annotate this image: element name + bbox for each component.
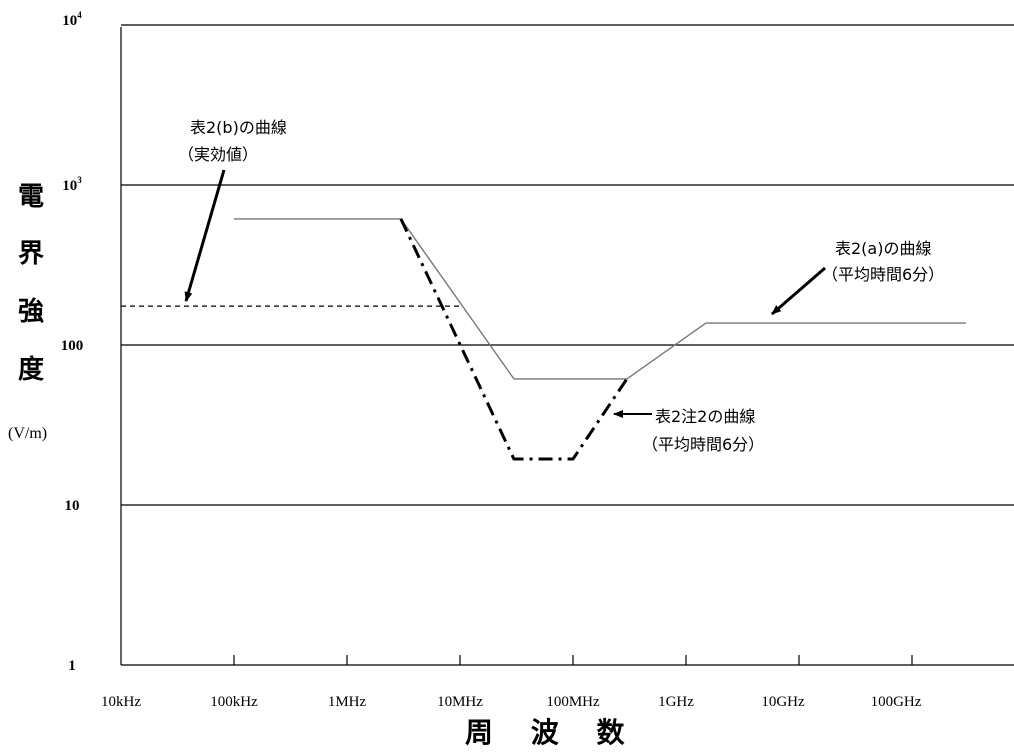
x-tick-label: 100MHz bbox=[546, 694, 600, 710]
annotation-table2a-line1: 表2(a)の曲線 bbox=[835, 239, 931, 258]
y-tick-label: 10 bbox=[65, 498, 80, 514]
x-axis-label: 周 波 数 bbox=[465, 716, 639, 749]
series-line-0 bbox=[234, 218, 966, 380]
annotation-table2b-line2: （実効値） bbox=[178, 145, 258, 164]
annotation-table2b-arrow bbox=[184, 169, 226, 302]
y-axis-label-char-2: 界 bbox=[18, 239, 44, 269]
annotation-note2-line1: 表2注2の曲線 bbox=[655, 407, 755, 426]
y-tick-label: 104 bbox=[62, 10, 82, 29]
annotation-note2-line2: （平均時間6分） bbox=[642, 435, 764, 454]
y-axis-unit: (V/m) bbox=[8, 425, 47, 442]
y-tick-label: 100 bbox=[61, 338, 84, 354]
y-axis-label-char-4: 度 bbox=[18, 354, 44, 385]
x-tick-label: 10kHz bbox=[101, 694, 141, 710]
y-axis-label-char-1: 電 bbox=[18, 182, 44, 212]
x-tick-label: 1MHz bbox=[328, 694, 367, 710]
x-tick-label: 10GHz bbox=[761, 694, 805, 710]
annotation-table2b-line1: 表2(b)の曲線 bbox=[190, 118, 287, 137]
series-line-2 bbox=[399, 218, 629, 461]
y-axis-label-char-3: 強 bbox=[18, 297, 44, 327]
annotation-table2a-arrow bbox=[771, 266, 826, 316]
annotation-table2a-line2: （平均時間6分） bbox=[822, 265, 944, 284]
y-tick-labels: 1 10 100 103 104 bbox=[61, 10, 84, 674]
x-tick-label: 1GHz bbox=[658, 694, 694, 710]
x-tick-labels: 10kHz 100kHz 1MHz 10MHz 100MHz 1GHz 10GHz 100GH… bbox=[101, 694, 922, 710]
axes bbox=[120, 27, 1014, 666]
x-tick-label: 100GHz bbox=[871, 694, 922, 710]
series-lines bbox=[121, 218, 966, 461]
x-tick-label: 10MHz bbox=[437, 694, 483, 710]
y-tick-label: 1 bbox=[68, 658, 76, 674]
y-tick-label: 103 bbox=[62, 175, 82, 194]
x-tick-label: 100kHz bbox=[210, 694, 258, 710]
grid bbox=[121, 24, 1014, 506]
